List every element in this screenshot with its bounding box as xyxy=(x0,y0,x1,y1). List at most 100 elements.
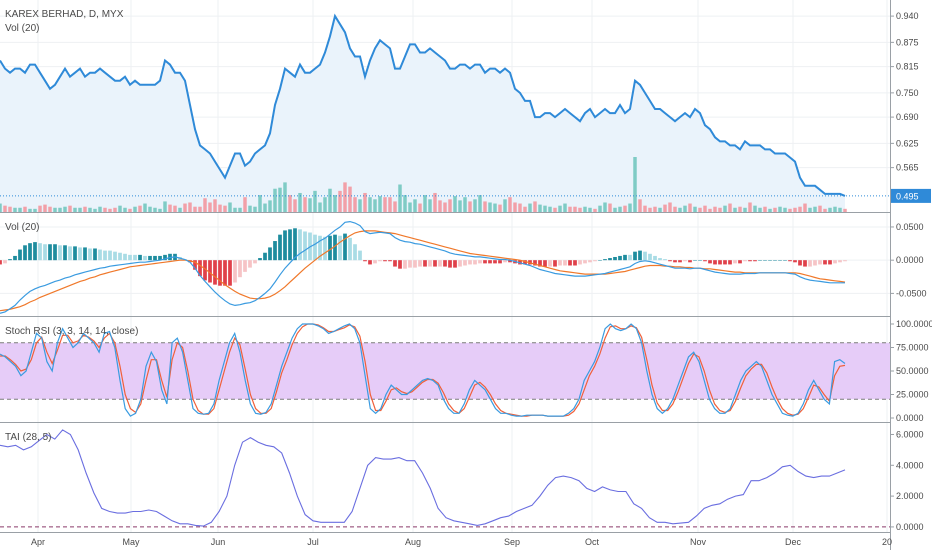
volume-bar xyxy=(483,201,487,212)
axis-tick-label: -0.0500 xyxy=(896,288,927,298)
macd-histogram-bar xyxy=(268,247,272,261)
macd-histogram-bar xyxy=(363,260,367,262)
x-axis-label: Apr xyxy=(31,537,45,547)
volume-bar xyxy=(578,207,582,212)
macd-histogram-bar xyxy=(353,244,357,261)
macd-histogram-bar xyxy=(633,251,637,261)
macd-histogram-bar xyxy=(548,260,552,267)
macd-histogram-bar xyxy=(338,235,342,261)
macd-histogram-bar xyxy=(533,260,537,266)
volume-bar xyxy=(48,206,52,212)
volume-bar xyxy=(168,204,172,212)
volume-bar xyxy=(303,197,307,212)
price-pane[interactable] xyxy=(0,13,890,212)
volume-bar xyxy=(188,202,192,212)
volume-bar xyxy=(503,199,507,212)
macd-histogram-bar xyxy=(348,237,352,261)
macd-histogram-bar xyxy=(283,230,287,261)
volume-bar xyxy=(433,192,437,212)
macd-histogram-bar xyxy=(0,260,2,265)
macd-pane[interactable] xyxy=(0,220,847,314)
macd-histogram-bar xyxy=(133,254,137,261)
axis-tick-label: 0.565 xyxy=(896,163,919,173)
volume-bar xyxy=(818,205,822,212)
macd-histogram-bar xyxy=(668,260,672,262)
macd-histogram-bar xyxy=(643,251,647,261)
macd-histogram-bar xyxy=(68,246,72,261)
price-axis[interactable]: 0.940 0.875 0.815 0.750 0.690 0.625 0.565 0.050… xyxy=(31,11,932,547)
x-axis-label: May xyxy=(122,537,140,547)
volume-bar xyxy=(28,208,32,212)
macd-histogram-bar xyxy=(743,260,747,262)
volume-bar xyxy=(118,205,122,212)
volume-bar xyxy=(803,203,807,212)
macd-histogram-bar xyxy=(383,260,387,262)
macd-histogram-bar xyxy=(153,255,157,261)
volume-bar xyxy=(448,199,452,212)
volume-bar xyxy=(358,199,362,212)
volume-bar xyxy=(68,205,72,212)
volume-bar xyxy=(678,207,682,212)
volume-bar xyxy=(208,202,212,212)
macd-histogram-bar xyxy=(483,260,487,264)
volume-bar xyxy=(508,197,512,212)
volume-bar xyxy=(123,207,127,212)
macd-histogram-bar xyxy=(613,256,617,261)
macd-histogram-bar xyxy=(583,260,587,264)
macd-histogram-bar xyxy=(538,260,542,267)
macd-histogram-bar xyxy=(683,260,687,262)
macd-histogram-bar xyxy=(608,258,612,261)
tai-line xyxy=(0,429,846,527)
macd-histogram-bar xyxy=(828,260,832,265)
volume-bar xyxy=(638,199,642,212)
volume-bar xyxy=(643,205,647,212)
axis-tick-label: 0.815 xyxy=(896,62,919,72)
macd-histogram-bar xyxy=(558,260,562,266)
macd-histogram-bar xyxy=(403,260,407,269)
volume-bar xyxy=(183,203,187,212)
volume-bar xyxy=(293,199,297,212)
volume-bar xyxy=(223,205,227,212)
macd-histogram-bar xyxy=(253,260,257,264)
volume-bar xyxy=(473,199,477,212)
macd-histogram-bar xyxy=(8,259,12,261)
volume-bar xyxy=(273,188,277,212)
volume-bar xyxy=(598,205,602,212)
axis-tick-label: 0.625 xyxy=(896,138,919,148)
x-axis-label: Nov xyxy=(690,537,707,547)
volume-bar xyxy=(278,187,282,212)
volume-bar xyxy=(738,206,742,212)
macd-histogram-bar xyxy=(103,250,107,261)
macd-histogram-bar xyxy=(323,236,327,261)
x-axis-label: Dec xyxy=(785,537,802,547)
stoch-rsi-pane[interactable] xyxy=(0,323,890,417)
macd-histogram-bar xyxy=(798,260,802,266)
volume-bar xyxy=(478,195,482,212)
volume-bar xyxy=(728,203,732,212)
macd-histogram-bar xyxy=(273,241,277,261)
macd-histogram-bar xyxy=(503,260,507,263)
volume-bar xyxy=(493,203,497,212)
volume-bar xyxy=(193,206,197,212)
axis-tick-label: 0.875 xyxy=(896,37,919,47)
volume-bar xyxy=(18,207,22,212)
macd-line xyxy=(0,220,845,314)
macd-histogram-bar xyxy=(598,260,602,261)
stoch-rsi-title: Stoch RSI (3, 3, 14, 14, close) xyxy=(5,326,138,337)
volume-bar xyxy=(98,206,102,212)
macd-histogram-bar xyxy=(388,260,392,262)
tai-pane[interactable] xyxy=(0,429,890,528)
volume-bar xyxy=(158,208,162,212)
macd-histogram-bar xyxy=(753,260,757,262)
volume-bar xyxy=(703,205,707,212)
axis-tick-label: 6.0000 xyxy=(896,429,924,439)
macd-histogram-bar xyxy=(208,260,212,283)
volume-bar xyxy=(23,206,27,212)
volume-bar xyxy=(743,207,747,212)
volume-bar xyxy=(43,204,47,212)
volume-bar xyxy=(693,206,697,212)
macd-histogram-bar xyxy=(443,260,447,267)
volume-bar xyxy=(93,208,97,212)
macd-histogram-bar xyxy=(843,260,847,262)
